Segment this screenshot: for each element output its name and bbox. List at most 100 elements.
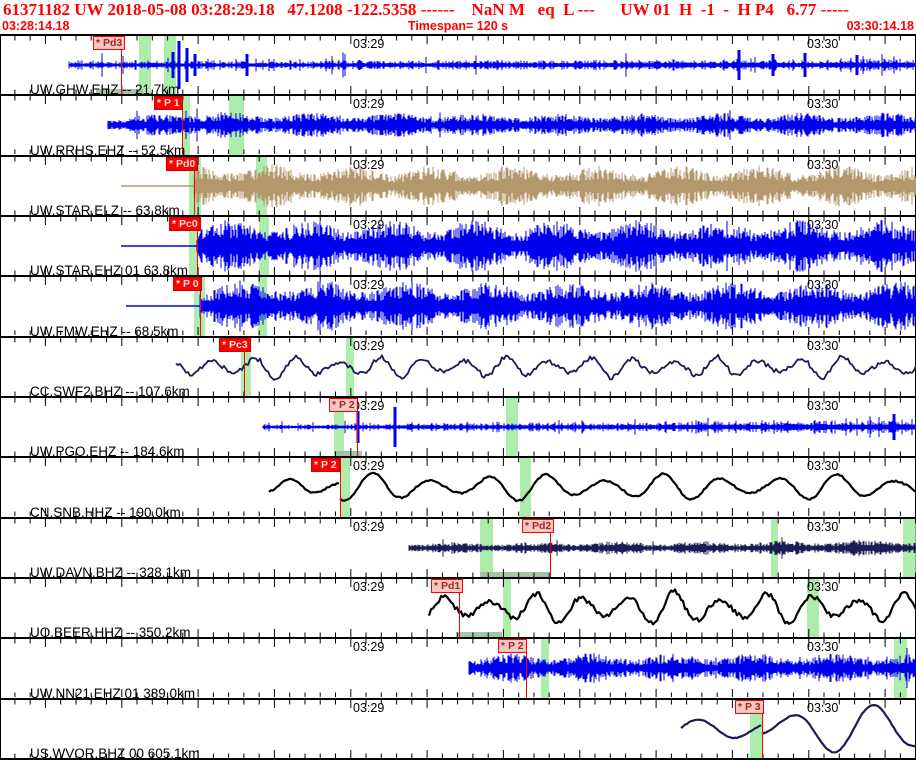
minute-label: 03:29 bbox=[353, 459, 385, 474]
minute-label: 03:30 bbox=[807, 37, 839, 51]
pick-line bbox=[339, 458, 341, 517]
window-start-time: 03:28:14.18 bbox=[2, 19, 70, 33]
minute-label: 03:30 bbox=[807, 519, 839, 534]
pick-line bbox=[549, 518, 551, 577]
coda-window-bar bbox=[456, 632, 502, 638]
highlight-band bbox=[340, 458, 350, 517]
highlight-band bbox=[346, 337, 354, 396]
trace-row-7: 03:29 03:30 * P 2 UW.PGO.EHZ -- 184.6km bbox=[1, 395, 916, 459]
waveform[interactable] bbox=[1, 398, 916, 456]
trace-row-9: 03:29 03:30 * Pd2 UW.DAVN.BHZ -- 328.1km bbox=[1, 516, 916, 580]
highlight-band bbox=[520, 458, 531, 517]
time-ticks bbox=[14, 578, 916, 637]
pick-line bbox=[181, 96, 183, 155]
pick-marker[interactable]: * Pd1 bbox=[431, 578, 464, 593]
waveform[interactable] bbox=[1, 519, 916, 577]
pick-marker[interactable]: * P 2 bbox=[311, 458, 340, 473]
pick-line bbox=[120, 36, 122, 95]
highlight-band bbox=[750, 699, 763, 758]
trace-row-3: 03:29 03:30 * Pd0 UW.STAR.ELZ -- 63.8km bbox=[1, 154, 916, 218]
waveform[interactable] bbox=[1, 458, 916, 516]
minute-label: 03:30 bbox=[807, 579, 839, 594]
minute-label: 03:29 bbox=[353, 97, 385, 112]
station-label: UW.NN21.EHZ 01 389.0km bbox=[30, 685, 196, 701]
minute-label: 03:29 bbox=[353, 157, 385, 172]
pick-marker[interactable]: * P 0 bbox=[173, 277, 202, 292]
minute-label: 03:29 bbox=[353, 338, 385, 353]
minute-label: 03:29 bbox=[353, 579, 385, 594]
minute-label: 03:30 bbox=[807, 398, 839, 413]
waveform[interactable] bbox=[1, 579, 916, 637]
trace-row-11: 03:29 03:30 * P 2 UW.NN21.EHZ 01 389.0km bbox=[1, 637, 916, 701]
time-ticks bbox=[14, 277, 916, 336]
pick-marker[interactable]: * Pd2 bbox=[522, 518, 555, 533]
waveform[interactable] bbox=[1, 96, 916, 154]
time-ticks bbox=[14, 397, 916, 456]
trace-row-5: 03:29 03:30 * P 0 UW.FMW.EHZ -- 68.5km bbox=[1, 275, 916, 339]
station-label: US.WVOR.BHZ 00 605.1km bbox=[30, 745, 200, 761]
minute-label: 03:29 bbox=[353, 519, 385, 534]
trace-row-10: 03:29 03:30 * Pd1 UO.BEER.HHZ -- 350.2km bbox=[1, 576, 916, 640]
pick-marker[interactable]: * Pc3 bbox=[219, 337, 251, 352]
pick-line bbox=[196, 216, 198, 276]
minute-label: 03:30 bbox=[807, 700, 839, 715]
minute-label: 03:30 bbox=[807, 217, 839, 232]
highlight-band bbox=[241, 337, 251, 396]
station-label: UW.GHW.EHZ -- 21.7km bbox=[30, 82, 180, 98]
minute-label: 03:29 bbox=[353, 640, 385, 655]
timespan-label: Timespan= 120 s bbox=[407, 19, 509, 33]
waveform[interactable] bbox=[1, 639, 916, 697]
pick-line bbox=[193, 156, 195, 215]
pick-marker[interactable]: * Pd0 bbox=[166, 156, 199, 171]
time-ticks bbox=[14, 36, 916, 94]
minute-label: 03:30 bbox=[807, 97, 839, 112]
highlight-band bbox=[807, 578, 819, 638]
trace-row-1: 03:29 03:30 * Pd3 UW.GHW.EHZ -- 21.7km bbox=[1, 34, 916, 98]
trace-row-6: 03:29 03:30 * Pc3 CC.SWF2.BHZ -- 107.6km bbox=[1, 335, 916, 399]
station-label: CN.SNB.HHZ -- 190.0km bbox=[30, 504, 181, 520]
station-label: UW.RRHS.EHZ -- 52.5km bbox=[30, 142, 186, 158]
coda-window-bar bbox=[96, 89, 143, 95]
station-label: UW.FMW.EHZ -- 68.5km bbox=[30, 323, 179, 339]
time-ticks bbox=[14, 337, 916, 396]
station-label: CC.SWF2.BHZ -- 107.6km bbox=[30, 383, 190, 399]
waveform[interactable] bbox=[1, 36, 916, 94]
pick-marker[interactable]: * P 3 bbox=[735, 699, 764, 714]
pick-line bbox=[356, 397, 358, 457]
coda-window-bar bbox=[334, 451, 362, 457]
minute-label: 03:29 bbox=[353, 278, 385, 293]
pick-marker[interactable]: * P 2 bbox=[329, 397, 358, 412]
minute-label: 03:29 bbox=[353, 217, 385, 232]
pick-marker[interactable]: * P 2 bbox=[498, 639, 527, 654]
pick-line bbox=[525, 639, 527, 698]
trace-row-2: 03:29 03:30 * P 1 UW.RRHS.EHZ -- 52.5km bbox=[1, 94, 916, 158]
time-ticks bbox=[14, 216, 916, 275]
coda-window-bar bbox=[480, 571, 549, 577]
trace-rows: 03:29 03:30 * Pd3 UW.GHW.EHZ -- 21.7km 03:29… bbox=[0, 34, 916, 761]
minute-label: 03:30 bbox=[807, 640, 839, 655]
trace-row-4: 03:29 03:30 * Pc0 UW.STAR.EHZ 01 63.8km bbox=[1, 214, 916, 279]
time-ticks bbox=[14, 699, 916, 758]
pick-line bbox=[761, 699, 763, 758]
trace-row-8: 03:29 03:30 * P 2 CN.SNB.HHZ -- 190.0km bbox=[1, 456, 916, 520]
pick-marker[interactable]: * P 1 bbox=[154, 96, 183, 111]
waveform[interactable] bbox=[1, 338, 916, 396]
pick-marker[interactable]: * Pc0 bbox=[169, 216, 201, 231]
time-ticks bbox=[14, 96, 916, 155]
station-label: UW.STAR.EHZ 01 63.8km bbox=[30, 263, 189, 279]
minute-label: 03:29 bbox=[353, 398, 385, 413]
time-ruler-header: 03:28:14.18 Timespan= 120 s 03:30:14.18 bbox=[0, 19, 916, 34]
minute-label: 03:30 bbox=[807, 278, 839, 293]
minute-label: 03:30 bbox=[807, 459, 839, 474]
window-end-time: 03:30:14.18 bbox=[846, 19, 914, 33]
station-label: UW.DAVN.BHZ -- 328.1km bbox=[30, 564, 192, 580]
highlight-band bbox=[503, 578, 511, 638]
minute-label: 03:30 bbox=[807, 338, 839, 353]
pick-line bbox=[458, 578, 460, 638]
pick-line bbox=[199, 277, 201, 336]
minute-label: 03:29 bbox=[353, 37, 385, 51]
event-header: 61371182 UW 2018-05-08 03:28:29.18 47.12… bbox=[3, 0, 849, 19]
pick-marker[interactable]: * Pd3 bbox=[93, 36, 126, 50]
waveform[interactable] bbox=[1, 700, 916, 758]
